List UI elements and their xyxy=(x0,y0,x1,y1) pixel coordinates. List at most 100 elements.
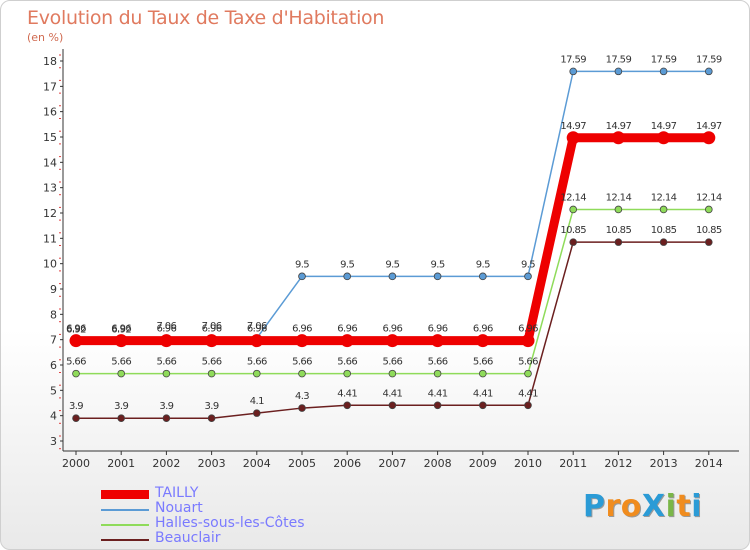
series-point-tailly xyxy=(476,334,490,348)
series-point xyxy=(704,67,713,76)
series-point xyxy=(524,401,532,410)
series-point xyxy=(72,369,80,378)
data-label: 6.96 xyxy=(111,324,131,335)
x-tick-label: 2014 xyxy=(695,457,723,470)
legend-label: Halles-sous-les-Côtes xyxy=(155,515,305,531)
data-label: 6.96 xyxy=(518,324,538,335)
series-point-tailly xyxy=(566,131,580,145)
data-label: 10.85 xyxy=(696,225,722,236)
legend-swatch xyxy=(101,524,149,526)
x-tick-label: 2004 xyxy=(243,457,271,470)
data-label: 4.41 xyxy=(337,388,357,399)
data-label: 7.06 xyxy=(247,321,267,332)
y-tick-label: 11 xyxy=(43,232,57,245)
data-label: 12.14 xyxy=(651,192,677,203)
legend-label: Nouart xyxy=(155,500,203,516)
data-label: 4.3 xyxy=(295,391,309,402)
x-tick-label: 2005 xyxy=(288,457,316,470)
y-tick-label: 4 xyxy=(50,410,57,423)
series-point-tailly xyxy=(385,334,399,348)
series-point xyxy=(162,369,171,378)
x-tick-label: 2012 xyxy=(604,457,632,470)
data-label: 12.14 xyxy=(560,192,586,203)
x-tick-label: 2007 xyxy=(378,457,406,470)
series-point xyxy=(478,272,487,281)
x-tick-label: 2013 xyxy=(650,457,678,470)
data-label: 9.5 xyxy=(431,259,445,270)
series-point xyxy=(433,272,442,281)
chart-title: Evolution du Taux de Taxe d'Habitation xyxy=(27,7,385,29)
y-tick-label: 18 xyxy=(43,55,57,68)
legend-swatch xyxy=(101,490,149,499)
x-tick-label: 2001 xyxy=(107,457,135,470)
legend-label: Beauclair xyxy=(155,530,221,546)
y-tick-label: 14 xyxy=(43,156,57,169)
series-layer xyxy=(69,67,716,423)
series-point xyxy=(524,272,532,281)
data-label: 6.96 xyxy=(337,324,357,335)
series-point-tailly xyxy=(702,131,716,145)
line-chart: 3 4 5 6 7 8 9 10 11 12 13 14 15 16 17 18 2000 2001 2002 200… xyxy=(43,49,739,470)
series-point xyxy=(343,272,352,281)
data-label: 10.85 xyxy=(560,225,586,236)
data-label: 9.5 xyxy=(476,259,490,270)
data-label: 6.96 xyxy=(202,324,222,335)
data-label: 6.96 xyxy=(156,324,176,335)
series-point-tailly xyxy=(340,334,354,348)
data-label: 6.96 xyxy=(428,324,448,335)
series-point xyxy=(207,414,216,423)
y-tick-label: 15 xyxy=(43,131,57,144)
series-point-tailly xyxy=(205,334,219,348)
y-tick-label: 6 xyxy=(50,359,57,372)
series-point xyxy=(704,238,713,246)
series-point xyxy=(704,205,713,214)
series-point-tailly xyxy=(431,334,445,348)
data-label: 5.66 xyxy=(473,357,493,368)
data-label: 4.41 xyxy=(428,388,448,399)
logo-letter: X xyxy=(641,489,666,524)
series-point xyxy=(433,401,442,410)
data-label: 14.97 xyxy=(560,121,586,132)
data-label: 10.85 xyxy=(651,225,677,236)
x-tick-label: 2002 xyxy=(152,457,180,470)
data-label: 6.96 xyxy=(292,324,312,335)
series-point xyxy=(388,401,397,410)
logo-letter: i xyxy=(691,489,702,524)
series-point xyxy=(253,369,261,378)
series-point-tailly xyxy=(295,334,309,348)
data-label: 9.5 xyxy=(521,259,535,270)
data-label: 5.66 xyxy=(156,357,176,368)
series-line-tailly xyxy=(76,133,709,346)
data-label: 4.41 xyxy=(382,388,402,399)
series-point xyxy=(569,67,577,76)
data-label: 3.9 xyxy=(205,401,219,412)
data-label: 6.96 xyxy=(247,324,267,335)
y-tick-label: 16 xyxy=(43,106,57,119)
series-point-tailly xyxy=(114,334,128,348)
series-point xyxy=(207,369,216,378)
data-label: 4.1 xyxy=(250,396,264,407)
data-label: 5.66 xyxy=(202,357,222,368)
legend-label: TAILLY xyxy=(155,485,199,501)
series-point xyxy=(659,205,668,214)
y-tick-label: 3 xyxy=(50,435,57,448)
data-label: 17.59 xyxy=(560,54,586,65)
logo-letter: t xyxy=(676,489,692,524)
data-label: 6.92 xyxy=(66,325,86,336)
data-label: 9.5 xyxy=(385,259,399,270)
unit-label: (en %) xyxy=(27,31,64,44)
logo-letter: i xyxy=(665,489,677,524)
data-label: 5.66 xyxy=(66,357,86,368)
legend-swatch xyxy=(101,539,149,541)
series-point-tailly xyxy=(521,334,535,348)
data-label: 10.85 xyxy=(606,225,632,236)
series-point xyxy=(614,238,623,246)
data-label: 6.92 xyxy=(111,325,131,336)
y-tick-label: 17 xyxy=(43,80,57,93)
series-point xyxy=(614,67,623,76)
logo-letter: r xyxy=(605,489,621,524)
data-label: 14.97 xyxy=(651,121,677,132)
series-point-tailly xyxy=(250,334,264,348)
axes: 3 4 5 6 7 8 9 10 11 12 13 14 15 16 17 18 2000 2001 2002 200… xyxy=(43,49,739,470)
